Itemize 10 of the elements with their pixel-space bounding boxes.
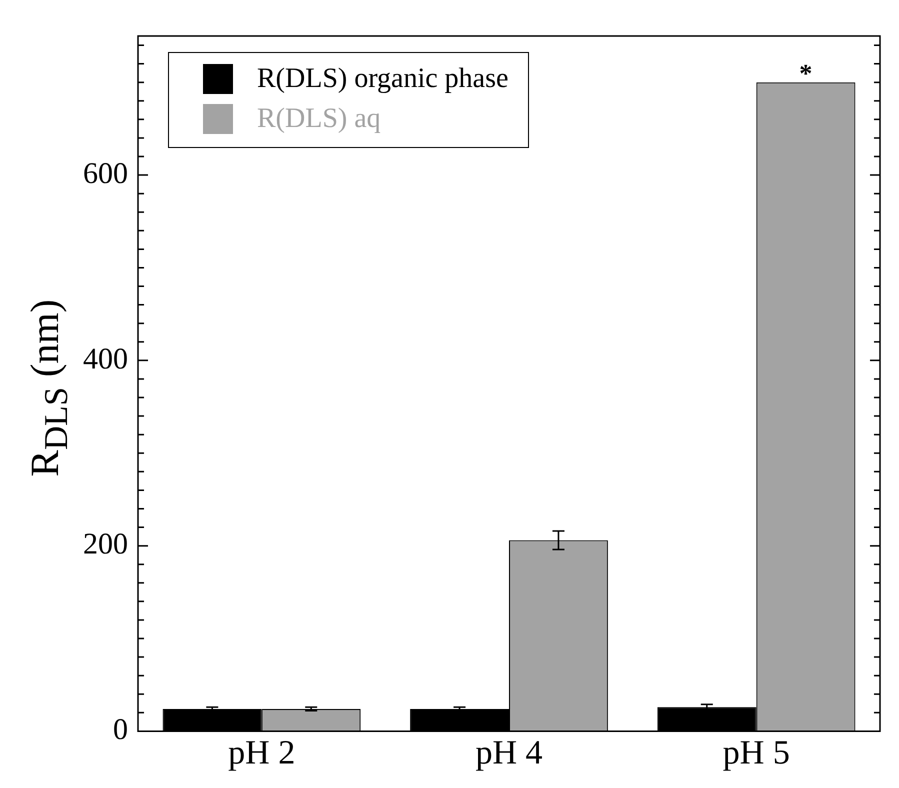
y-tick-label: 0 [113,713,128,746]
x-tick-label: pH 2 [228,734,296,772]
x-tick-label: pH 5 [722,734,790,772]
y-tick-label: 200 [83,528,128,561]
legend-label: R(DLS) aq [257,102,381,136]
annotation: * [799,59,812,88]
x-tick-label: pH 4 [475,734,543,772]
y-tick-label: 600 [83,156,128,190]
legend-label: R(DLS) organic phase [257,62,508,96]
y-tick-label: 400 [83,342,128,376]
